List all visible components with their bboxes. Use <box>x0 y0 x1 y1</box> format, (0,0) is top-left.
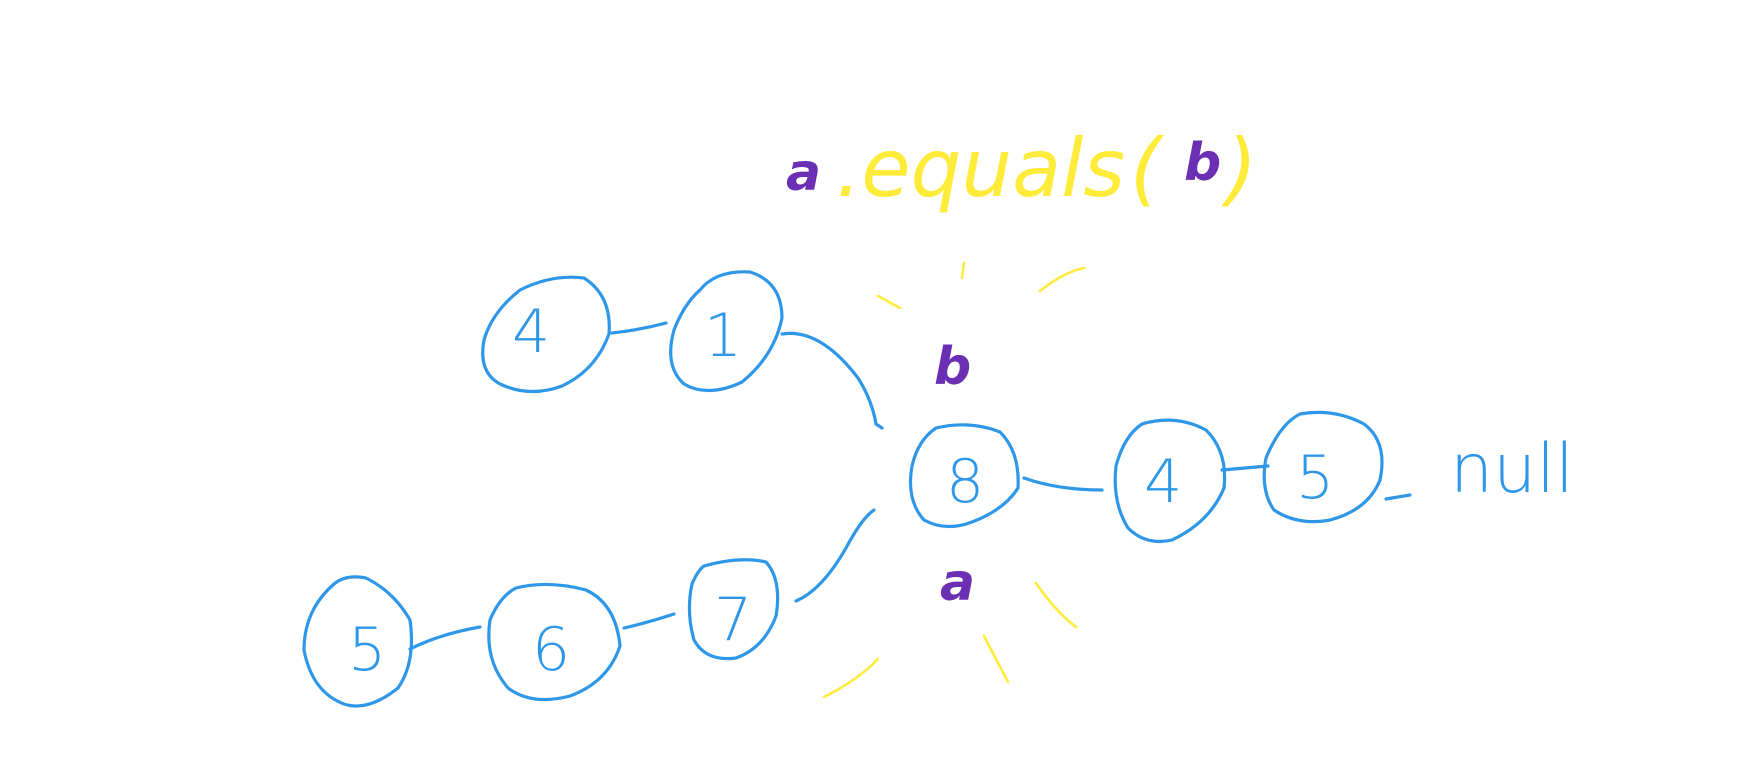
node-outline <box>302 575 414 708</box>
equals-expression: a .equals ( b ) <box>786 122 1257 215</box>
bottom-branch: 5 6 7 <box>302 558 780 708</box>
edge <box>622 612 676 630</box>
spark-line <box>1034 581 1078 629</box>
top-branch: 4 1 <box>481 270 784 394</box>
node-outline <box>687 558 780 661</box>
node-value: 7 <box>714 585 752 655</box>
node-value: 1 <box>704 301 742 371</box>
list-node: 5 <box>302 575 414 708</box>
edge <box>1384 493 1412 501</box>
edge <box>610 321 668 335</box>
expression-close-paren: ) <box>1221 122 1257 215</box>
node-outline <box>669 270 784 393</box>
list-node: 6 <box>487 582 622 702</box>
spark-line <box>876 294 902 310</box>
expression-argument: b <box>1184 133 1221 193</box>
pointer-label-a: a <box>940 553 975 613</box>
tail-branch: 4 5 <box>1113 410 1384 544</box>
expression-method: .equals <box>836 122 1125 215</box>
node-outline <box>481 275 611 394</box>
pointer-label-b: b <box>934 337 971 397</box>
node-value: 8 <box>946 447 984 517</box>
highlight-sparks <box>822 261 1086 699</box>
list-node: 1 <box>669 270 784 393</box>
spark-line <box>1038 266 1086 293</box>
node-value: 4 <box>512 297 550 367</box>
list-node: 4 <box>481 275 611 394</box>
node-value: 4 <box>1144 447 1182 517</box>
node-outline <box>1262 410 1384 524</box>
node-outline <box>487 582 622 702</box>
node-value: 6 <box>532 615 570 685</box>
list-node: 4 <box>1113 418 1227 544</box>
expression-open-paren: ( <box>1130 122 1165 215</box>
list-node: 7 <box>687 558 780 661</box>
null-terminator: null <box>1450 430 1574 509</box>
edge <box>780 331 884 430</box>
spark-line <box>960 261 966 280</box>
edge <box>1022 476 1104 492</box>
node-value: 5 <box>348 615 386 685</box>
edge <box>1220 464 1270 472</box>
expression-receiver: a <box>786 143 821 203</box>
shared-node: 8 <box>908 423 1020 529</box>
spark-line <box>982 634 1010 684</box>
node-outline <box>1113 418 1227 544</box>
list-edges <box>408 321 1412 651</box>
edge <box>794 508 876 603</box>
spark-line <box>822 657 880 699</box>
edge <box>408 625 482 651</box>
node-outline <box>908 423 1020 529</box>
node-value: 5 <box>1296 443 1334 513</box>
list-node: 5 <box>1262 410 1384 524</box>
